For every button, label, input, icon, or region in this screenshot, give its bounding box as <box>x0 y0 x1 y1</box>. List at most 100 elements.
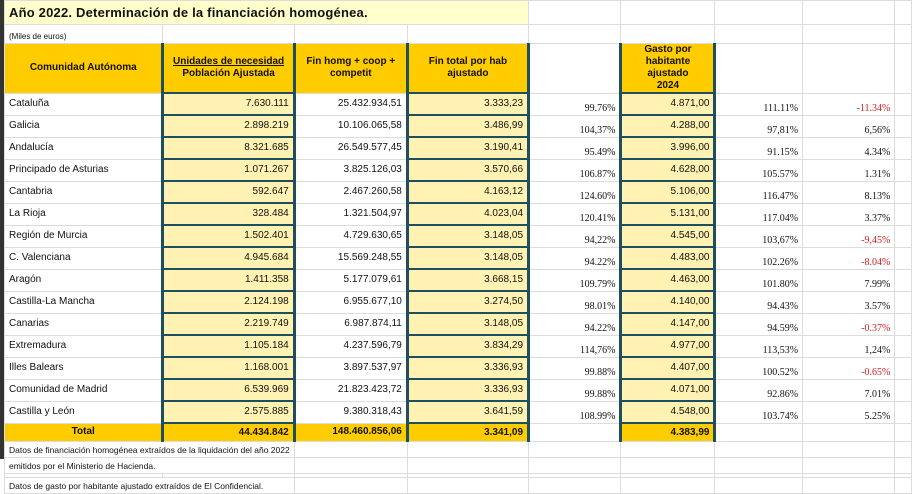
cell-difference[interactable]: 8.13% <box>802 180 896 204</box>
cell-pct-gasto[interactable]: 103,67% <box>714 224 804 248</box>
cell-difference[interactable]: 1.31% <box>802 158 896 182</box>
cell[interactable] <box>894 268 912 292</box>
cell-pct-fin[interactable]: 94.22% <box>528 312 622 336</box>
cell-comunidad[interactable]: Comunidad de Madrid <box>3 378 164 402</box>
cell[interactable] <box>894 136 912 160</box>
header-fin-homg[interactable]: Fin homg + coop + competit <box>293 43 408 94</box>
cell-difference[interactable]: 7.99% <box>802 268 896 292</box>
cell-difference[interactable]: -0.37% <box>802 312 896 336</box>
cell[interactable] <box>894 422 912 442</box>
cell[interactable] <box>894 457 912 474</box>
total-label[interactable]: Total <box>3 422 164 442</box>
cell[interactable] <box>528 477 622 494</box>
cell-fin-homg[interactable]: 10.106.065,58 <box>293 114 408 138</box>
cell-pct-gasto[interactable]: 94.59% <box>714 312 804 336</box>
cell[interactable] <box>894 92 912 116</box>
cell-unidades[interactable]: 2.898.219 <box>161 114 296 138</box>
cell[interactable] <box>528 457 622 474</box>
cell-fin-homg[interactable]: 15.569.248,55 <box>293 246 408 270</box>
cell-comunidad[interactable]: Región de Murcia <box>3 224 164 248</box>
total-fin-homg[interactable]: 148.460.856,06 <box>293 422 408 442</box>
cell[interactable] <box>620 457 716 474</box>
cell-difference[interactable]: 3.57% <box>802 290 896 314</box>
cell[interactable] <box>293 477 408 494</box>
cell-unidades[interactable]: 4.945.684 <box>161 246 296 270</box>
cell-difference[interactable]: -0.65% <box>802 356 896 380</box>
cell-pct-fin[interactable]: 99.76% <box>528 92 622 116</box>
cell-difference[interactable]: 5.25% <box>802 400 896 424</box>
cell-gasto[interactable]: 3.996,00 <box>619 136 717 160</box>
cell-gasto[interactable]: 4.071,00 <box>619 378 717 402</box>
cell-difference[interactable]: 7.01% <box>802 378 896 402</box>
total-unidades[interactable]: 44.434.842 <box>161 422 296 442</box>
cell-difference[interactable]: -11.34% <box>802 92 896 116</box>
cell-gasto[interactable]: 4.483,00 <box>619 246 717 270</box>
note-text[interactable]: Datos de gasto por habitante ajustado ex… <box>4 477 295 494</box>
cell-fin-homg[interactable]: 5.177.079,61 <box>293 268 408 292</box>
cell[interactable] <box>894 400 912 424</box>
cell-fin-homg[interactable]: 6.955.677,10 <box>293 290 408 314</box>
cell-unidades[interactable]: 1.502.401 <box>161 224 296 248</box>
note-text[interactable]: Datos de financiación homogénea extraído… <box>4 441 295 458</box>
cell[interactable] <box>714 441 804 458</box>
cell-fin-homg[interactable]: 26.549.577,45 <box>293 136 408 160</box>
cell[interactable] <box>620 441 716 458</box>
cell-pct-gasto[interactable]: 117.04% <box>714 202 804 226</box>
spreadsheet-grid[interactable]: Año 2022. Determinación de la financiaci… <box>3 0 912 494</box>
cell-fin-total[interactable]: 4.163,12 <box>405 180 531 204</box>
cell-fin-homg[interactable]: 3.825.126,03 <box>293 158 408 182</box>
cell-fin-total[interactable]: 3.336,93 <box>405 356 531 380</box>
cell-fin-homg[interactable]: 2.467.260,58 <box>293 180 408 204</box>
cell-comunidad[interactable]: Cataluña <box>3 92 164 116</box>
cell-comunidad[interactable]: C. Valenciana <box>3 246 164 270</box>
cell-unidades[interactable]: 592.647 <box>161 180 296 204</box>
cell-fin-total[interactable]: 3.148,05 <box>405 246 531 270</box>
cell-fin-homg[interactable]: 21.823.423,72 <box>293 378 408 402</box>
cell-difference[interactable]: 6,56% <box>802 114 896 138</box>
cell-gasto[interactable]: 4.147,00 <box>619 312 717 336</box>
cell-unidades[interactable]: 6.539.969 <box>161 378 296 402</box>
cell-comunidad[interactable]: Galicia <box>3 114 164 138</box>
cell-pct-fin[interactable]: 95.49% <box>528 136 622 160</box>
cell-pct-gasto[interactable]: 113,53% <box>714 334 804 358</box>
cell-fin-total[interactable]: 3.333,23 <box>405 92 531 116</box>
cell-gasto[interactable]: 5.131,00 <box>619 202 717 226</box>
cell-fin-homg[interactable]: 6.987.874,11 <box>293 312 408 336</box>
cell-unidades[interactable]: 2.124.198 <box>161 290 296 314</box>
cell-gasto[interactable]: 4.288,00 <box>619 114 717 138</box>
total-gasto[interactable]: 4.383,99 <box>619 422 717 442</box>
cell-pct-fin[interactable]: 114,76% <box>528 334 622 358</box>
cell-pct-fin[interactable]: 106.87% <box>528 158 622 182</box>
cell-unidades[interactable]: 8.321.685 <box>161 136 296 160</box>
header-unidades[interactable]: Unidades de necesidad Población Ajustada <box>161 43 296 94</box>
cell-comunidad[interactable]: Aragón <box>3 268 164 292</box>
cell[interactable] <box>528 422 622 442</box>
header-comunidad[interactable]: Comunidad Autónoma <box>3 43 164 94</box>
cell[interactable] <box>894 441 912 458</box>
cell-difference[interactable]: 4.34% <box>802 136 896 160</box>
cell-pct-gasto[interactable]: 105.57% <box>714 158 804 182</box>
cell-fin-homg[interactable]: 4.237.596,79 <box>293 334 408 358</box>
cell-unidades[interactable]: 328.484 <box>161 202 296 226</box>
cell[interactable] <box>894 290 912 314</box>
cell[interactable] <box>714 457 804 474</box>
cell[interactable] <box>802 457 896 474</box>
cell[interactable] <box>528 43 622 94</box>
cell-fin-total[interactable]: 4.023,04 <box>405 202 531 226</box>
cell-pct-gasto[interactable]: 101.80% <box>714 268 804 292</box>
units-note[interactable]: (Miles de euros) <box>3 24 164 44</box>
cell-pct-fin[interactable]: 98.01% <box>528 290 622 314</box>
cell-unidades[interactable]: 1.105.184 <box>161 334 296 358</box>
cell[interactable] <box>894 224 912 248</box>
cell-gasto[interactable]: 4.871,00 <box>619 92 717 116</box>
cell-pct-fin[interactable]: 124.60% <box>528 180 622 204</box>
cell[interactable] <box>620 477 716 494</box>
cell-pct-gasto[interactable]: 103.74% <box>714 400 804 424</box>
cell-fin-total[interactable]: 3.148,05 <box>405 224 531 248</box>
cell-gasto[interactable]: 4.407,00 <box>619 356 717 380</box>
cell-difference[interactable]: -8.04% <box>802 246 896 270</box>
cell-unidades[interactable]: 1.071.267 <box>161 158 296 182</box>
cell[interactable] <box>620 0 716 25</box>
cell[interactable] <box>406 457 530 474</box>
cell-fin-homg[interactable]: 4.729.630,65 <box>293 224 408 248</box>
